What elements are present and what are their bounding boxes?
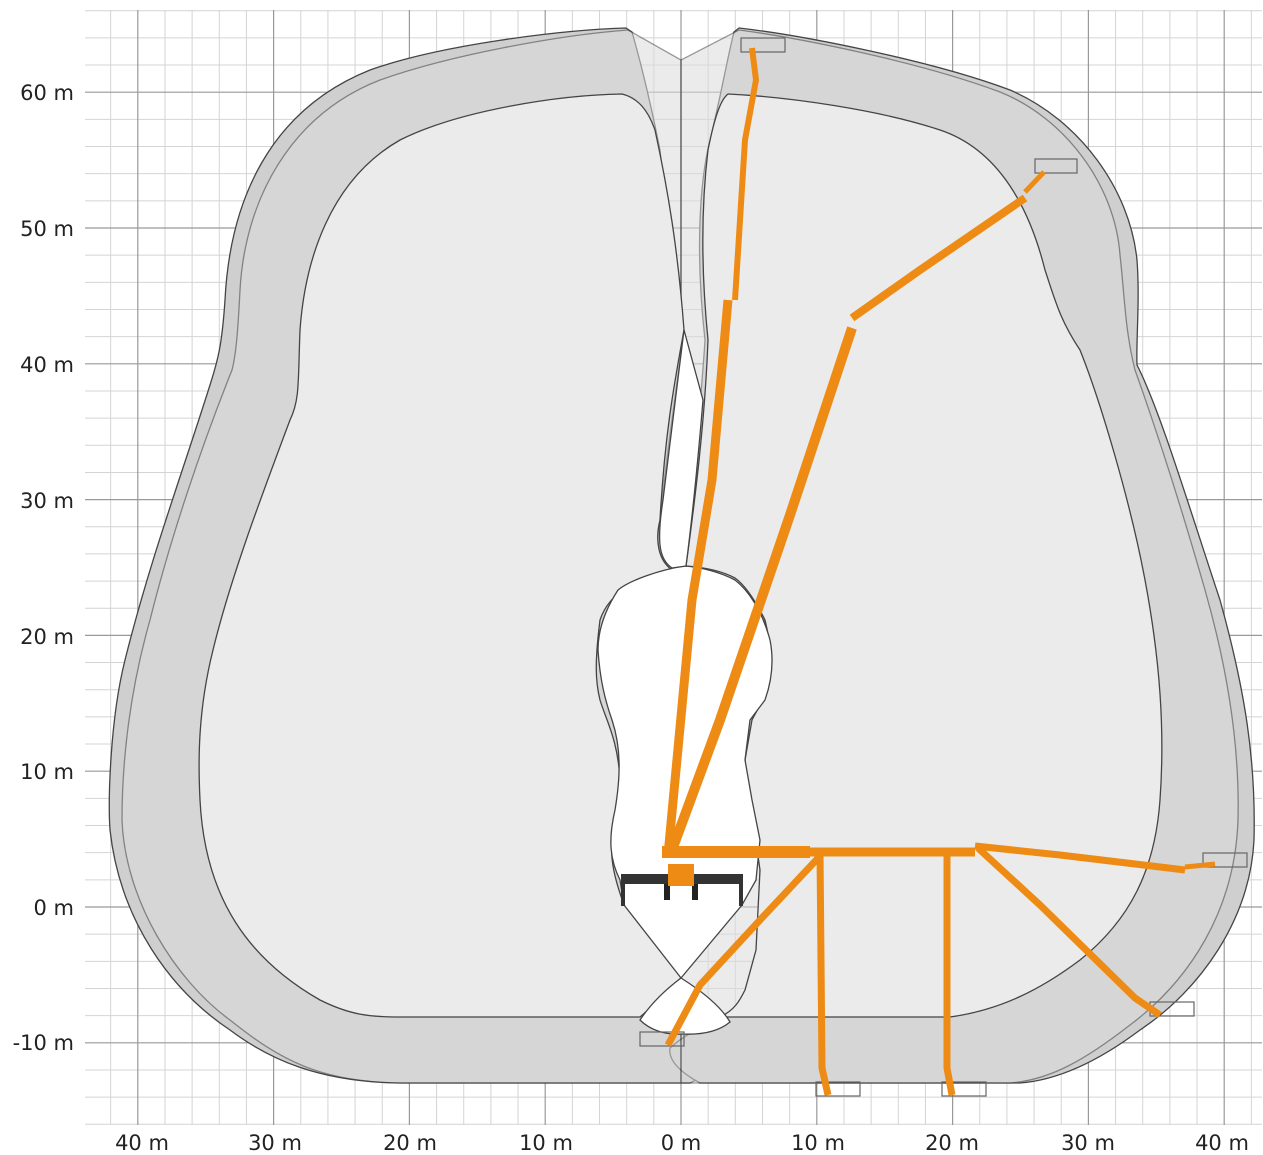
truck (621, 864, 743, 906)
boom-horizontal-tip (1184, 861, 1216, 870)
x-tick-label: 40 m (115, 1131, 169, 1155)
y-axis-labels: 60 m 50 m 40 m 30 m 20 m 10 m 0 m -10 m (13, 81, 74, 1055)
outrigger-right (739, 874, 743, 906)
booms (662, 47, 1216, 1096)
boom-steep-upper (849, 194, 1028, 322)
boom-hanging-10 (816, 851, 832, 1096)
boom-below-ground (664, 853, 823, 1047)
y-tick-label: 40 m (20, 353, 74, 377)
x-tick-label: 0 m (661, 1131, 702, 1155)
boom-horizontal-right (974, 842, 1186, 874)
x-tick-label: 10 m (519, 1131, 573, 1155)
y-tick-label: 20 m (20, 625, 74, 649)
y-tick-label: 50 m (20, 217, 74, 241)
y-tick-label: 10 m (20, 760, 74, 784)
x-tick-label: 30 m (1061, 1131, 1115, 1155)
end-hose-below (639, 1031, 685, 1047)
turret (668, 864, 694, 886)
boom-steep-tip (1023, 170, 1046, 194)
x-tick-label: 20 m (383, 1131, 437, 1155)
x-axis-labels: 40 m 30 m 20 m 10 m 0 m 10 m 20 m 30 m 4… (115, 1131, 1249, 1155)
y-tick-label: -10 m (13, 1031, 74, 1055)
boom-diagonal-down (975, 845, 1162, 1018)
y-tick-label: 0 m (34, 896, 75, 920)
boom-vertical-tip (732, 47, 759, 301)
y-tick-label: 60 m (20, 81, 74, 105)
end-hose-top (740, 37, 786, 53)
end-hose-upper-right (1034, 158, 1078, 174)
inner-envelope-right (685, 93, 1163, 1018)
end-hose-bottom-10 (815, 1081, 861, 1097)
boom-hanging-20 (943, 852, 956, 1096)
outrigger-left (621, 874, 625, 906)
reach-envelopes (108, 27, 1255, 1084)
boom-steep (667, 326, 857, 852)
boom-vertical (663, 299, 733, 856)
y-tick-label: 30 m (20, 489, 74, 513)
end-hose-bottom-20 (941, 1081, 987, 1097)
end-hose-right (1202, 852, 1248, 868)
x-tick-label: 10 m (791, 1131, 845, 1155)
x-tick-label: 20 m (925, 1131, 979, 1155)
turret-left (664, 884, 670, 900)
x-tick-label: 40 m (1195, 1131, 1249, 1155)
turret-right (692, 884, 698, 900)
x-tick-label: 30 m (248, 1131, 302, 1155)
blind-zone-upper (658, 329, 704, 569)
